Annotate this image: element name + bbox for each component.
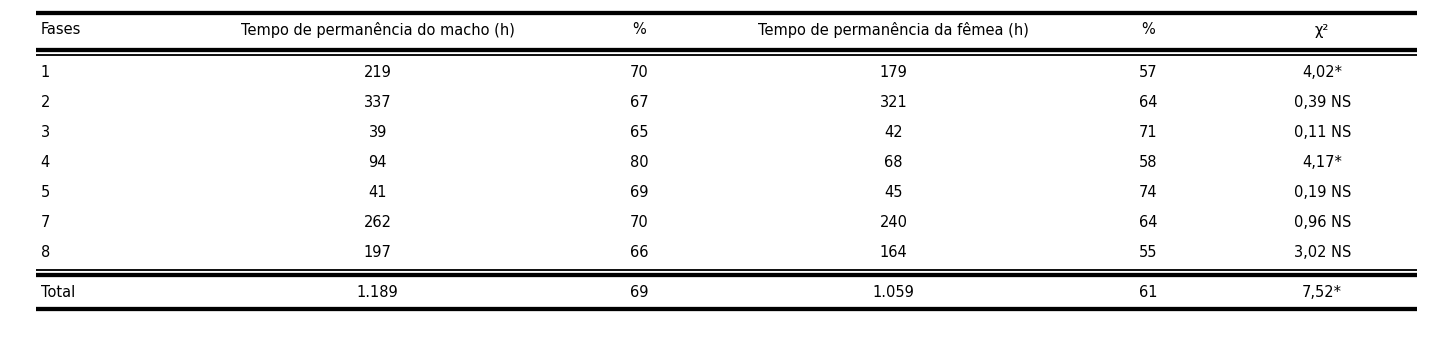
Text: 337: 337 [363,95,392,110]
Text: 42: 42 [885,125,902,140]
Text: 55: 55 [1139,245,1157,260]
Text: 61: 61 [1139,285,1157,300]
Text: 74: 74 [1139,185,1157,200]
Text: 240: 240 [879,215,908,230]
Text: 80: 80 [631,155,648,170]
Text: 8: 8 [41,245,49,260]
Text: Total: Total [41,285,76,300]
Text: 39: 39 [369,125,386,140]
Text: 164: 164 [879,245,908,260]
Text: 45: 45 [885,185,902,200]
Text: 70: 70 [631,215,648,230]
Text: 69: 69 [631,185,648,200]
Text: 67: 67 [631,95,648,110]
Text: 69: 69 [631,285,648,300]
Text: Fases: Fases [41,22,81,37]
Text: 0,19 NS: 0,19 NS [1293,185,1351,200]
Text: 68: 68 [885,155,902,170]
Text: 1.059: 1.059 [873,285,914,300]
Text: 2: 2 [41,95,49,110]
Text: 71: 71 [1139,125,1157,140]
Text: 4: 4 [41,155,49,170]
Text: 58: 58 [1139,155,1157,170]
Text: 321: 321 [879,95,908,110]
Text: 5: 5 [41,185,49,200]
Text: 179: 179 [879,65,908,80]
Text: χ²: χ² [1315,22,1329,37]
Text: 1: 1 [41,65,49,80]
Text: 1.189: 1.189 [357,285,398,300]
Text: 41: 41 [369,185,386,200]
Text: 0,96 NS: 0,96 NS [1293,215,1351,230]
Text: 64: 64 [1139,95,1157,110]
Text: Tempo de permanência do macho (h): Tempo de permanência do macho (h) [241,22,514,38]
Text: 4,02*: 4,02* [1302,65,1343,80]
Text: 66: 66 [631,245,648,260]
Text: 3: 3 [41,125,49,140]
Text: 64: 64 [1139,215,1157,230]
Text: 219: 219 [363,65,392,80]
Text: 0,39 NS: 0,39 NS [1293,95,1351,110]
Text: 94: 94 [369,155,386,170]
Text: 3,02 NS: 3,02 NS [1293,245,1351,260]
Text: 57: 57 [1139,65,1157,80]
Text: 262: 262 [363,215,392,230]
Text: Tempo de permanência da fêmea (h): Tempo de permanência da fêmea (h) [758,22,1029,38]
Text: %: % [632,22,647,37]
Text: 7,52*: 7,52* [1302,285,1343,300]
Text: 0,11 NS: 0,11 NS [1293,125,1351,140]
Text: %: % [1141,22,1155,37]
Text: 7: 7 [41,215,49,230]
Text: 4,17*: 4,17* [1302,155,1343,170]
Text: 70: 70 [631,65,648,80]
Text: 65: 65 [631,125,648,140]
Text: 197: 197 [363,245,392,260]
